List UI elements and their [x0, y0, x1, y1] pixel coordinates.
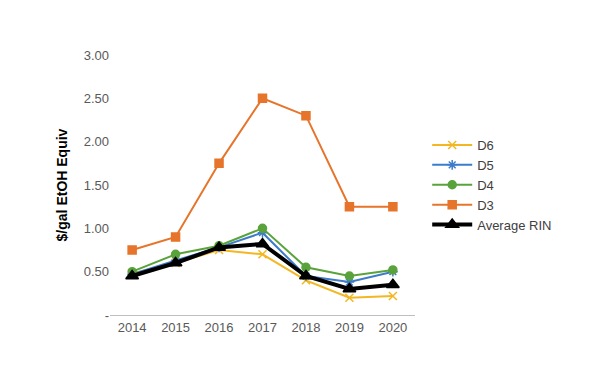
svg-text:Average RIN: Average RIN: [477, 218, 551, 233]
svg-text:1.50: 1.50: [84, 178, 109, 193]
svg-text:D3: D3: [477, 198, 494, 213]
svg-text:$/gal EtOH Equiv: $/gal EtOH Equiv: [54, 128, 70, 241]
svg-text:2016: 2016: [205, 320, 234, 335]
svg-text:1.00: 1.00: [84, 221, 109, 236]
svg-text:2015: 2015: [161, 320, 190, 335]
svg-text:2014: 2014: [118, 320, 147, 335]
svg-text:2020: 2020: [378, 320, 407, 335]
svg-text:2018: 2018: [291, 320, 320, 335]
svg-text:0.50: 0.50: [84, 264, 109, 279]
svg-text:D6: D6: [477, 138, 494, 153]
svg-text:-: -: [105, 308, 109, 323]
svg-text:D5: D5: [477, 158, 494, 173]
svg-text:D4: D4: [477, 178, 494, 193]
svg-text:2.50: 2.50: [84, 91, 109, 106]
svg-text:2.00: 2.00: [84, 134, 109, 149]
svg-text:3.00: 3.00: [84, 48, 109, 63]
svg-text:2019: 2019: [335, 320, 364, 335]
svg-text:2017: 2017: [248, 320, 277, 335]
